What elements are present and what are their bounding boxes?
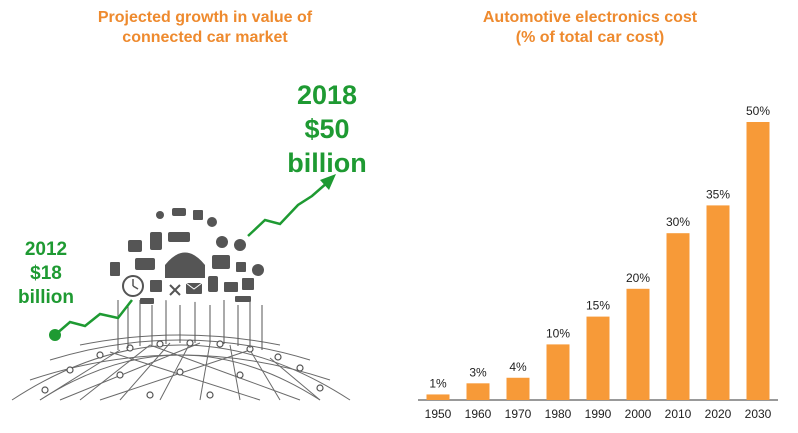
growth-arrow-head bbox=[320, 174, 336, 190]
growth-start-dot bbox=[49, 329, 61, 341]
growth-line-upper bbox=[247, 181, 329, 237]
x-tick-2030: 2030 bbox=[745, 407, 772, 421]
bar-1990 bbox=[586, 316, 610, 400]
bar-1960 bbox=[466, 383, 490, 400]
speaker-icon bbox=[252, 264, 264, 276]
bar-2010 bbox=[666, 233, 690, 400]
chart-title: Automotive electronics cost (% of total … bbox=[410, 8, 770, 48]
chat-bubble-icon bbox=[234, 239, 246, 251]
bar-1980 bbox=[546, 344, 570, 400]
data-label-2030: 50% bbox=[746, 104, 770, 118]
battery-icon bbox=[168, 232, 190, 242]
connected-car-title: Projected growth in value of connected c… bbox=[40, 8, 370, 48]
x-tick-1960: 1960 bbox=[465, 407, 492, 421]
data-label-1990: 15% bbox=[586, 299, 610, 313]
bar-1950 bbox=[426, 394, 450, 400]
camera-icon bbox=[128, 240, 142, 252]
x-tick-1950: 1950 bbox=[425, 407, 452, 421]
gear-icon bbox=[156, 211, 164, 219]
x-tick-2010: 2010 bbox=[665, 407, 692, 421]
phone-icon bbox=[150, 232, 162, 250]
x-tick-2000: 2000 bbox=[625, 407, 652, 421]
connected-car-title-line2: connected car market bbox=[122, 29, 288, 46]
bar-1970 bbox=[506, 377, 530, 400]
tools-icon bbox=[169, 284, 181, 296]
value-2018-label: 2018 $50 billion bbox=[272, 78, 382, 180]
data-label-2010: 30% bbox=[666, 215, 690, 229]
growth-trend bbox=[49, 174, 336, 341]
x-tick-2020: 2020 bbox=[705, 407, 732, 421]
value-2012-label: 2012 $18 billion bbox=[4, 238, 88, 310]
value-2012-amount: $18 bbox=[30, 263, 62, 284]
value-2012-year: 2012 bbox=[24, 239, 68, 260]
x-tick-1980: 1980 bbox=[545, 407, 572, 421]
data-label-2000: 20% bbox=[626, 271, 650, 285]
globe-nodes bbox=[41, 339, 324, 399]
chart-title-line2: (% of total car cost) bbox=[515, 29, 665, 46]
x-tick-1970: 1970 bbox=[505, 407, 532, 421]
x-tick-1990: 1990 bbox=[585, 407, 612, 421]
data-label-2020: 35% bbox=[706, 187, 730, 201]
chat-bubble-icon bbox=[135, 258, 155, 270]
connected-car-illustration bbox=[11, 174, 351, 401]
data-label-1950: 1% bbox=[429, 376, 447, 390]
value-2012-unit: billion bbox=[18, 287, 74, 308]
bar-2020 bbox=[706, 205, 730, 400]
bar-2000 bbox=[626, 288, 650, 400]
growth-line-lower bbox=[54, 299, 133, 336]
car-icon bbox=[165, 252, 205, 278]
data-label-1980: 10% bbox=[546, 326, 570, 340]
cloud-stems bbox=[117, 300, 263, 350]
connected-car-title-line1: Projected growth in value of bbox=[97, 9, 313, 26]
bar-2030 bbox=[746, 122, 770, 400]
chat-bubble-icon bbox=[216, 236, 228, 248]
value-2018-unit: billion bbox=[287, 148, 367, 178]
chart-title-line1: Automotive electronics cost bbox=[482, 9, 698, 26]
value-2018-amount: $50 bbox=[304, 114, 350, 144]
data-label-1960: 3% bbox=[469, 365, 487, 379]
wifi-icon bbox=[177, 248, 193, 253]
data-label-1970: 4% bbox=[509, 360, 527, 374]
value-2018-year: 2018 bbox=[296, 80, 358, 110]
icon-cloud bbox=[110, 208, 270, 304]
